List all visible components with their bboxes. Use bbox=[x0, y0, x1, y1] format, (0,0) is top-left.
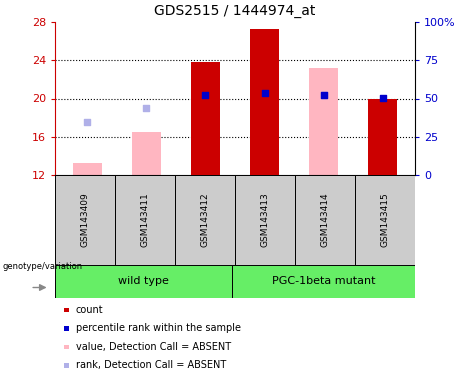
Text: PGC-1beta mutant: PGC-1beta mutant bbox=[272, 276, 375, 286]
FancyBboxPatch shape bbox=[55, 175, 115, 265]
Text: rank, Detection Call = ABSENT: rank, Detection Call = ABSENT bbox=[76, 360, 226, 370]
Bar bbox=[368, 99, 397, 175]
FancyBboxPatch shape bbox=[232, 265, 415, 298]
FancyBboxPatch shape bbox=[175, 175, 235, 265]
FancyBboxPatch shape bbox=[55, 265, 232, 298]
Point bbox=[143, 105, 150, 111]
Point bbox=[320, 92, 327, 98]
FancyBboxPatch shape bbox=[235, 175, 295, 265]
Title: GDS2515 / 1444974_at: GDS2515 / 1444974_at bbox=[154, 4, 316, 18]
Point bbox=[202, 92, 209, 98]
Bar bbox=[132, 132, 161, 175]
Text: count: count bbox=[76, 305, 103, 315]
Point bbox=[379, 94, 386, 101]
Text: GSM143414: GSM143414 bbox=[320, 193, 330, 247]
Bar bbox=[73, 162, 102, 175]
Point bbox=[320, 92, 327, 98]
Bar bbox=[191, 62, 220, 175]
Text: genotype/variation: genotype/variation bbox=[3, 262, 83, 271]
FancyBboxPatch shape bbox=[115, 175, 175, 265]
Bar bbox=[309, 68, 338, 175]
Text: GSM143412: GSM143412 bbox=[201, 193, 209, 247]
Text: GSM143415: GSM143415 bbox=[380, 193, 390, 247]
Point bbox=[261, 90, 268, 96]
Text: GSM143411: GSM143411 bbox=[141, 193, 149, 247]
FancyBboxPatch shape bbox=[355, 175, 415, 265]
Bar bbox=[250, 29, 279, 175]
Text: GSM143413: GSM143413 bbox=[260, 193, 270, 247]
Text: percentile rank within the sample: percentile rank within the sample bbox=[76, 323, 241, 333]
Point bbox=[84, 119, 91, 126]
FancyBboxPatch shape bbox=[295, 175, 355, 265]
Text: value, Detection Call = ABSENT: value, Detection Call = ABSENT bbox=[76, 342, 231, 352]
Text: GSM143409: GSM143409 bbox=[81, 193, 89, 247]
Text: wild type: wild type bbox=[118, 276, 169, 286]
